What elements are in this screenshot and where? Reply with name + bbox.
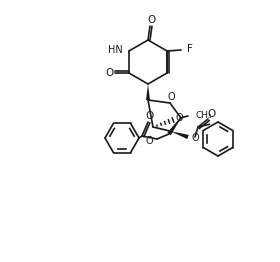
Text: CH₃: CH₃	[195, 111, 212, 119]
Text: O: O	[207, 109, 215, 119]
Text: O: O	[192, 133, 200, 143]
Text: F: F	[187, 44, 193, 54]
Text: HN: HN	[108, 45, 123, 55]
Text: O: O	[147, 15, 155, 25]
Polygon shape	[146, 84, 150, 100]
Text: O: O	[145, 136, 153, 146]
Text: O: O	[106, 68, 114, 78]
Text: O: O	[146, 111, 154, 121]
Text: O: O	[176, 113, 184, 123]
Polygon shape	[170, 131, 189, 139]
Polygon shape	[167, 118, 181, 135]
Text: O: O	[167, 92, 175, 102]
